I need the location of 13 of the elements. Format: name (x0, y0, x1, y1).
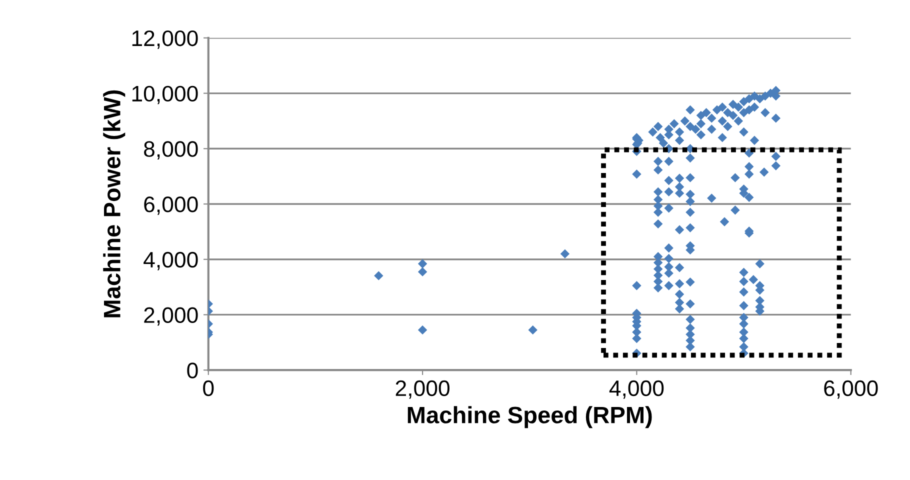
x-tick-label: 6,000 (824, 380, 878, 399)
y-axis-title: Machine Power (kW) (103, 90, 126, 318)
x-tick-label: 0 (203, 380, 214, 396)
y-tick-label: 8,000 (144, 141, 198, 160)
y-tick-label: 2,000 (144, 307, 198, 326)
y-tick-label: 10,000 (132, 86, 198, 104)
x-tick-label: 2,000 (396, 380, 450, 399)
y-tick-label: 6,000 (144, 196, 198, 215)
y-tick-label: 0 (187, 362, 198, 378)
x-tick-label: 4,000 (609, 380, 664, 399)
y-tick-label: 12,000 (132, 30, 198, 49)
y-tick-label: 4,000 (144, 252, 198, 270)
x-axis-title: Machine Speed (RPM) (408, 406, 652, 428)
